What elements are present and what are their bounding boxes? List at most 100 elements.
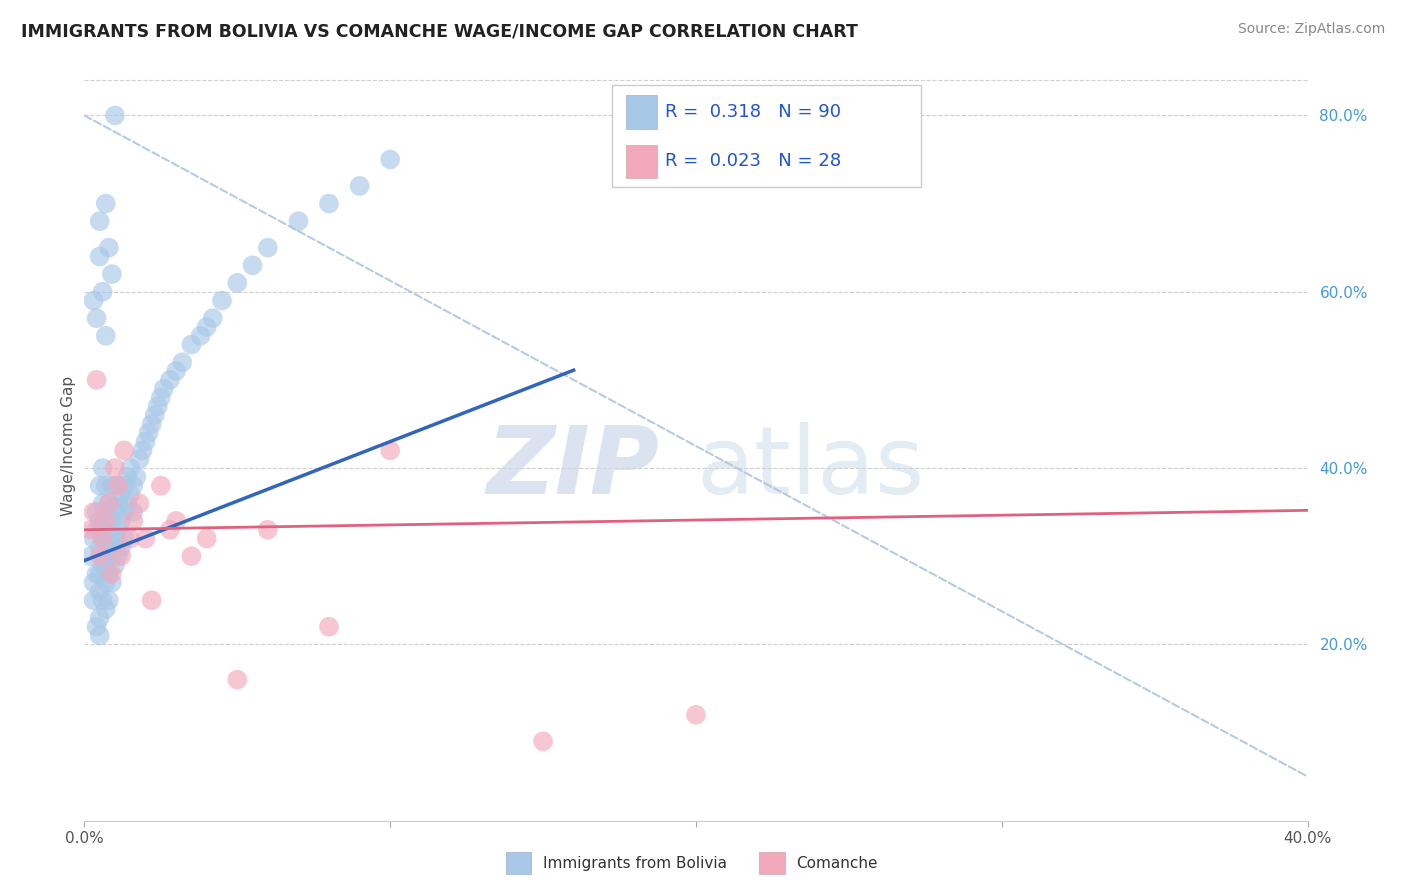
Point <box>380 443 402 458</box>
Point <box>146 400 169 414</box>
Point <box>135 434 157 449</box>
Text: Source: ZipAtlas.com: Source: ZipAtlas.com <box>1237 22 1385 37</box>
Point <box>120 461 142 475</box>
Point <box>89 214 111 228</box>
Point <box>201 311 224 326</box>
Point <box>97 549 120 564</box>
Text: IMMIGRANTS FROM BOLIVIA VS COMANCHE WAGE/INCOME GAP CORRELATION CHART: IMMIGRANTS FROM BOLIVIA VS COMANCHE WAGE… <box>21 22 858 40</box>
Point <box>257 241 280 255</box>
Point <box>94 328 117 343</box>
Point <box>101 267 124 281</box>
Point <box>110 541 132 555</box>
Point <box>120 487 142 501</box>
Point <box>89 541 111 555</box>
Point <box>107 496 129 510</box>
Point <box>159 523 181 537</box>
Point <box>94 196 117 211</box>
Point <box>101 575 124 590</box>
Point <box>83 575 105 590</box>
Point <box>86 620 108 634</box>
Point <box>190 328 212 343</box>
Point <box>97 496 120 510</box>
Point <box>94 602 117 616</box>
Point <box>531 734 554 748</box>
Y-axis label: Wage/Income Gap: Wage/Income Gap <box>60 376 76 516</box>
Point <box>104 461 127 475</box>
Point <box>685 707 707 722</box>
Point <box>86 505 108 519</box>
Point <box>83 532 105 546</box>
Point <box>112 532 135 546</box>
Point <box>89 584 111 599</box>
Point <box>318 620 340 634</box>
Point <box>91 461 114 475</box>
Text: R =  0.023   N = 28: R = 0.023 N = 28 <box>665 153 841 170</box>
Point <box>149 478 172 492</box>
Text: R =  0.318   N = 90: R = 0.318 N = 90 <box>665 103 841 121</box>
Point <box>91 496 114 510</box>
Point <box>83 593 105 607</box>
Point <box>94 514 117 528</box>
Point <box>104 558 127 572</box>
Point <box>104 108 127 122</box>
Point <box>104 478 127 492</box>
Point <box>180 337 202 351</box>
Point <box>104 505 127 519</box>
Point <box>380 153 402 167</box>
Point <box>94 478 117 492</box>
Point <box>125 470 148 484</box>
Point <box>89 549 111 564</box>
Point <box>91 523 114 537</box>
Point <box>195 532 218 546</box>
Point <box>226 673 249 687</box>
Point <box>242 258 264 272</box>
Point <box>153 382 176 396</box>
Point <box>195 320 218 334</box>
Point <box>97 566 120 581</box>
Point <box>94 575 117 590</box>
Point <box>128 496 150 510</box>
Point <box>94 541 117 555</box>
Point <box>104 532 127 546</box>
Point <box>110 549 132 564</box>
Point <box>101 566 124 581</box>
Text: Comanche: Comanche <box>796 855 877 871</box>
Point <box>79 523 101 537</box>
Point <box>97 496 120 510</box>
Point <box>318 196 340 211</box>
Point <box>94 558 117 572</box>
Point <box>226 276 249 290</box>
Point <box>101 478 124 492</box>
Point <box>91 593 114 607</box>
Point <box>257 523 280 537</box>
Point <box>110 514 132 528</box>
Point <box>135 532 157 546</box>
Point <box>101 541 124 555</box>
Point <box>107 523 129 537</box>
Point <box>91 532 114 546</box>
Point <box>172 355 194 369</box>
Point <box>86 566 108 581</box>
Point <box>211 293 233 308</box>
Point <box>89 566 111 581</box>
Point <box>112 443 135 458</box>
Point <box>112 478 135 492</box>
Point <box>115 470 138 484</box>
Text: ZIP: ZIP <box>486 423 659 515</box>
Point <box>97 523 120 537</box>
Point <box>349 178 371 193</box>
Point <box>83 505 105 519</box>
Point <box>107 549 129 564</box>
Point <box>141 417 163 431</box>
Point <box>180 549 202 564</box>
Point <box>101 514 124 528</box>
Point <box>165 514 187 528</box>
Point <box>89 250 111 264</box>
Point <box>287 214 309 228</box>
Point <box>86 373 108 387</box>
Point <box>115 496 138 510</box>
Point <box>112 505 135 519</box>
Point <box>89 478 111 492</box>
Point <box>91 532 114 546</box>
Point <box>143 408 166 422</box>
